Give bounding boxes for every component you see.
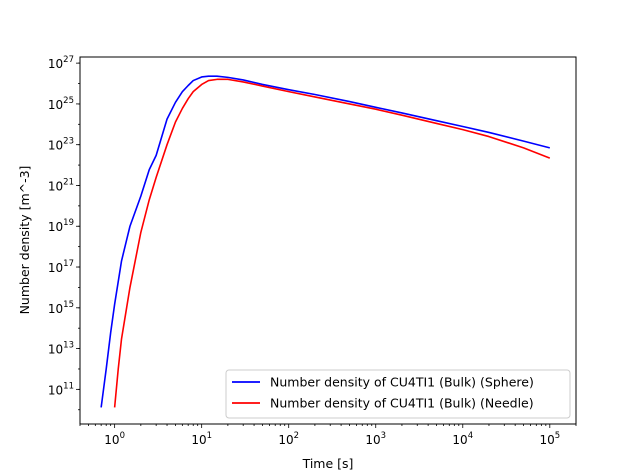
x-axis: 100 101 102 103 104 105 [79, 424, 577, 447]
y-tick-label: 1013 [48, 341, 74, 357]
y-axis-title: Number density [m^-3] [17, 166, 32, 315]
series-line-needle [113, 78, 551, 408]
legend-label: Number density of CU4TI1 (Bulk) (Sphere) [270, 375, 534, 390]
x-tick-label: 100 [104, 431, 125, 447]
y-tick-label: 1021 [48, 177, 74, 193]
y-tick-label: 1019 [48, 218, 74, 234]
y-tick-label: 1025 [48, 96, 74, 112]
y-axis: 1011 1013 1015 1017 1019 1021 1023 1025 1027 [48, 55, 80, 411]
series-line-sphere [100, 75, 550, 408]
x-tick-label: 101 [191, 431, 212, 447]
legend-box [225, 369, 571, 419]
plot-frame [79, 56, 577, 425]
x-tick-label: 102 [278, 431, 299, 447]
legend: Number density of CU4TI1 (Bulk) (Sphere)… [225, 369, 571, 419]
y-tick-label: 1015 [48, 300, 74, 316]
x-axis-title: Time [s] [302, 456, 354, 471]
x-tick-label: 105 [539, 431, 560, 447]
y-tick-label: 1023 [48, 137, 74, 153]
series-layer [100, 75, 551, 408]
legend-label: Number density of CU4TI1 (Bulk) (Needle) [270, 396, 534, 411]
y-tick-label: 1017 [48, 259, 74, 275]
x-tick-label: 103 [365, 431, 386, 447]
y-tick-label: 1027 [48, 55, 74, 71]
y-tick-label: 1011 [48, 381, 74, 397]
x-tick-label: 104 [452, 431, 473, 447]
